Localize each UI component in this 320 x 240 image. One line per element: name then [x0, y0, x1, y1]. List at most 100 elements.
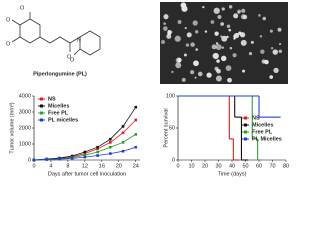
legend-marker — [244, 137, 247, 141]
particle — [211, 44, 217, 50]
micrograph — [160, 2, 288, 84]
point — [134, 105, 138, 109]
particle — [272, 49, 279, 55]
particle — [215, 44, 222, 51]
particle — [250, 40, 254, 44]
x-tick-label: 70 — [269, 163, 275, 169]
particle — [238, 31, 242, 35]
particle — [212, 52, 219, 60]
particle — [262, 16, 267, 21]
particle — [228, 5, 233, 9]
x-tick-label: 4 — [49, 163, 52, 169]
particle — [166, 33, 172, 39]
particle — [214, 31, 219, 36]
legend-marker — [40, 118, 43, 122]
particle — [204, 30, 208, 33]
point — [83, 153, 87, 157]
particle — [174, 35, 181, 42]
x-tick-label: 20 — [202, 163, 208, 169]
particle — [225, 65, 232, 71]
legend-label: Free PL — [252, 129, 273, 135]
legend-marker — [244, 123, 247, 127]
point — [70, 157, 74, 160]
point — [121, 149, 125, 153]
x-tick-label: 20 — [116, 163, 122, 169]
legend-label: Free PL — [48, 110, 69, 116]
x-tick-label: 16 — [99, 163, 105, 169]
point — [45, 158, 49, 161]
y-axis-label: Percent survival — [163, 108, 169, 147]
particle — [259, 35, 263, 38]
point — [83, 155, 87, 159]
point — [96, 147, 99, 151]
particle — [217, 14, 222, 19]
atom: O — [67, 54, 72, 60]
particle — [171, 70, 174, 74]
particle — [229, 46, 233, 50]
particle — [226, 24, 231, 28]
point — [32, 158, 36, 162]
particle — [277, 27, 282, 32]
point — [134, 145, 138, 149]
particle — [185, 43, 190, 47]
atom: O — [6, 17, 11, 23]
x-tick-label: 24 — [133, 163, 139, 169]
point — [121, 125, 125, 128]
x-axis-label: Time (days) — [218, 171, 247, 177]
particle — [190, 70, 195, 75]
micrograph-particles — [161, 2, 283, 83]
particle — [180, 2, 187, 9]
particle — [194, 30, 199, 34]
point — [109, 137, 112, 141]
particle — [273, 67, 279, 74]
particle — [240, 14, 246, 20]
particle — [184, 27, 187, 30]
point — [134, 133, 138, 136]
x-tick-label: 40 — [229, 163, 235, 169]
point — [70, 154, 74, 158]
atom: O — [6, 41, 11, 47]
y-tick-label: 0 — [28, 157, 31, 163]
y-tick-label: 2000 — [19, 125, 31, 131]
particle — [278, 49, 283, 54]
particle — [221, 35, 228, 42]
x-axis-label: Days after tumor cell inoculation — [48, 171, 126, 177]
point — [109, 141, 112, 144]
particle — [213, 7, 220, 14]
particle — [202, 5, 205, 9]
particle — [193, 60, 199, 67]
atom: O — [70, 57, 75, 63]
particle — [195, 48, 199, 51]
particle — [220, 35, 223, 38]
chemical-structure — [11, 12, 101, 56]
particle — [181, 77, 186, 82]
particle — [192, 20, 198, 26]
particle — [233, 13, 239, 19]
particle — [206, 72, 212, 78]
y-tick-label: 50 — [169, 125, 175, 131]
particle — [161, 40, 166, 45]
x-tick-label: 0 — [32, 163, 35, 169]
particle — [190, 42, 195, 47]
particle — [260, 49, 265, 54]
particle — [186, 32, 192, 38]
point — [96, 154, 99, 157]
particle — [220, 55, 227, 62]
x-tick-label: 10 — [188, 163, 194, 169]
legend-marker — [244, 130, 247, 134]
x-tick-label: 0 — [176, 163, 179, 169]
particle — [210, 20, 215, 24]
legend-label: Micelles — [252, 122, 273, 128]
point — [96, 150, 99, 154]
particle — [197, 71, 203, 77]
particle — [215, 68, 220, 73]
particle — [175, 62, 182, 69]
particle — [227, 77, 232, 83]
particle — [215, 75, 222, 82]
atom: O — [20, 5, 25, 11]
particle — [258, 14, 261, 17]
particle — [162, 26, 168, 31]
particle — [237, 11, 240, 14]
legend-label: Micelles — [48, 103, 69, 109]
legend-marker — [40, 97, 43, 101]
